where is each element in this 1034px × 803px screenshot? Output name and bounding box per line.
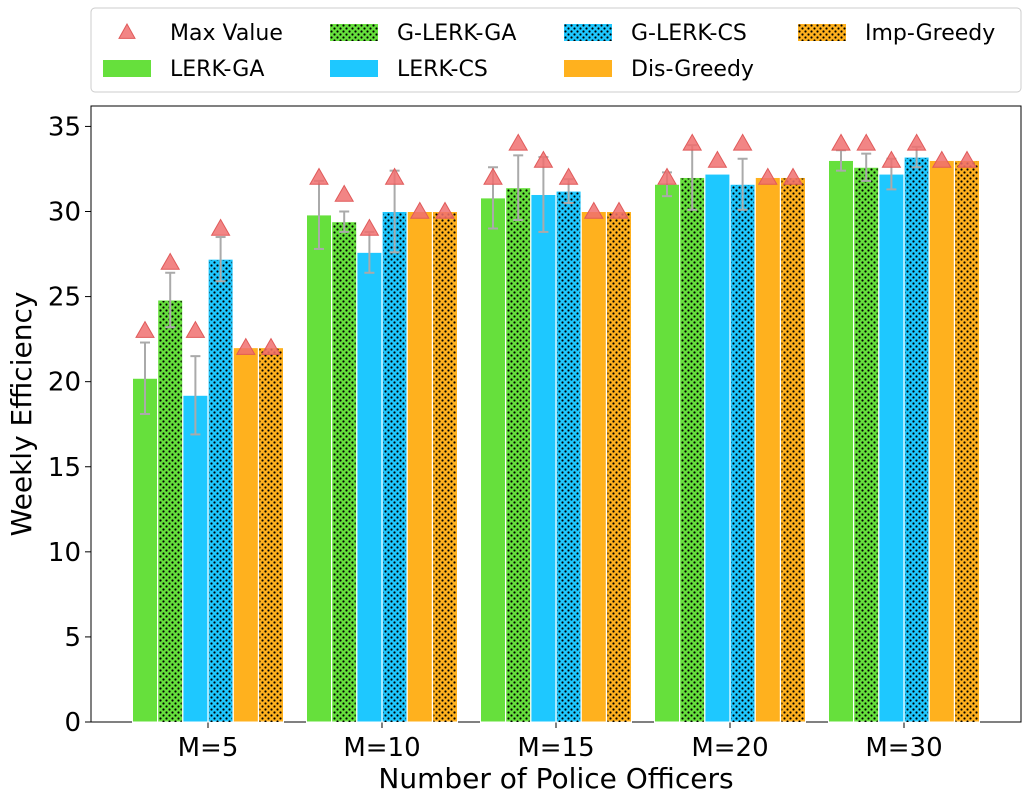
- max-value-marker: [856, 133, 877, 151]
- y-tick-label: 5: [64, 623, 81, 653]
- bar: [654, 183, 680, 723]
- max-value-marker: [583, 201, 604, 219]
- max-value-marker: [435, 201, 455, 219]
- bar-hatch: [905, 158, 929, 722]
- legend-label: LERK-CS: [397, 57, 488, 82]
- bar-hatch: [433, 212, 457, 723]
- x-tick-label: M=15: [517, 733, 594, 763]
- y-tick-label: 15: [48, 453, 81, 483]
- legend-label: Max Value: [170, 21, 283, 46]
- max-value-marker: [732, 133, 753, 151]
- y-tick-label: 0: [64, 708, 81, 738]
- max-value-marker: [409, 201, 430, 219]
- legend-max-value-marker: [118, 22, 136, 39]
- legend-label: LERK-GA: [170, 57, 264, 82]
- y-tick-label: 30: [48, 198, 81, 228]
- plot-area: 0 5 10 15 20 25 30 35 M=5 M=10 M=15 M=20 M=30: [48, 105, 1022, 763]
- max-value-marker: [384, 167, 405, 185]
- max-value-marker: [210, 218, 231, 236]
- bar-hatch: [955, 161, 979, 723]
- legend-label: G-LERK-GA: [397, 21, 516, 46]
- max-value-marker: [707, 150, 728, 168]
- max-value-marker: [931, 150, 952, 168]
- bar-hatch: [781, 178, 805, 723]
- bar-hatch: [332, 222, 356, 722]
- max-value-marker: [235, 337, 256, 355]
- max-value-marker: [483, 167, 503, 185]
- bar: [232, 347, 259, 723]
- bar: [356, 251, 383, 723]
- bar: [878, 173, 905, 723]
- y-axis-label: Weekly Efficiency: [5, 292, 38, 537]
- legend-swatch-hatch: [330, 24, 378, 41]
- x-tick-label: M=5: [178, 733, 239, 763]
- legend: Max Value LERK-GA G-LERK-GA LERK-CS G-LERK-C…: [90, 7, 1022, 93]
- bar: [306, 214, 332, 723]
- bar: [754, 176, 781, 723]
- bar: [132, 377, 158, 723]
- bar: [406, 211, 433, 723]
- max-value-marker: [881, 150, 902, 168]
- bar-hatch: [158, 300, 182, 722]
- max-value-marker: [334, 184, 355, 202]
- max-value-marker: [185, 320, 206, 338]
- bar-hatch: [506, 188, 530, 722]
- legend-swatch: [330, 60, 378, 77]
- y-tick-label: 35: [48, 112, 81, 142]
- max-value-marker: [533, 150, 554, 168]
- legend-swatch-hatch: [798, 24, 846, 41]
- legend-swatch: [103, 60, 151, 77]
- max-value-marker: [757, 167, 778, 185]
- y-tick-label: 10: [48, 538, 81, 568]
- bar-hatch: [383, 212, 407, 723]
- max-value-marker: [783, 167, 803, 185]
- bar-hatch: [259, 348, 283, 722]
- max-value-marker: [957, 150, 977, 168]
- bar: [182, 394, 209, 723]
- bar: [530, 193, 557, 723]
- legend-frame: [90, 7, 1022, 93]
- x-axis-label: Number of Police Officers: [378, 762, 733, 795]
- max-value-marker: [682, 133, 703, 151]
- x-tick-label: M=20: [691, 733, 768, 763]
- max-value-marker: [558, 167, 579, 185]
- max-value-marker: [831, 133, 851, 151]
- max-value-marker: [359, 218, 380, 236]
- y-tick-label: 20: [48, 368, 81, 398]
- bar-hatch: [209, 260, 233, 722]
- max-value-marker: [309, 167, 329, 185]
- legend-swatch-hatch: [564, 24, 612, 41]
- bar: [480, 197, 506, 723]
- legend-label: Dis-Greedy: [631, 57, 754, 82]
- legend-label: G-LERK-CS: [631, 21, 747, 46]
- bar-hatch: [854, 168, 878, 723]
- x-tick-label: M=10: [343, 733, 420, 763]
- legend-label: Imp-Greedy: [865, 21, 995, 46]
- max-value-marker: [508, 133, 529, 151]
- max-value-marker: [160, 252, 181, 270]
- max-value-marker: [135, 320, 155, 338]
- bar-hatch: [557, 192, 581, 722]
- bar-hatch: [731, 185, 755, 722]
- bar-hatch: [607, 212, 631, 723]
- x-tick-label: M=30: [865, 733, 942, 763]
- bar: [704, 173, 731, 723]
- max-value-marker: [906, 133, 927, 151]
- y-tick-label: 25: [48, 283, 81, 313]
- max-value-marker: [609, 201, 629, 219]
- legend-swatch: [564, 60, 612, 77]
- bar: [580, 211, 607, 723]
- bar: [928, 159, 955, 723]
- max-value-marker: [261, 337, 281, 355]
- bar-hatch: [680, 178, 704, 723]
- bar: [828, 159, 854, 723]
- max-value-marker: [657, 167, 677, 185]
